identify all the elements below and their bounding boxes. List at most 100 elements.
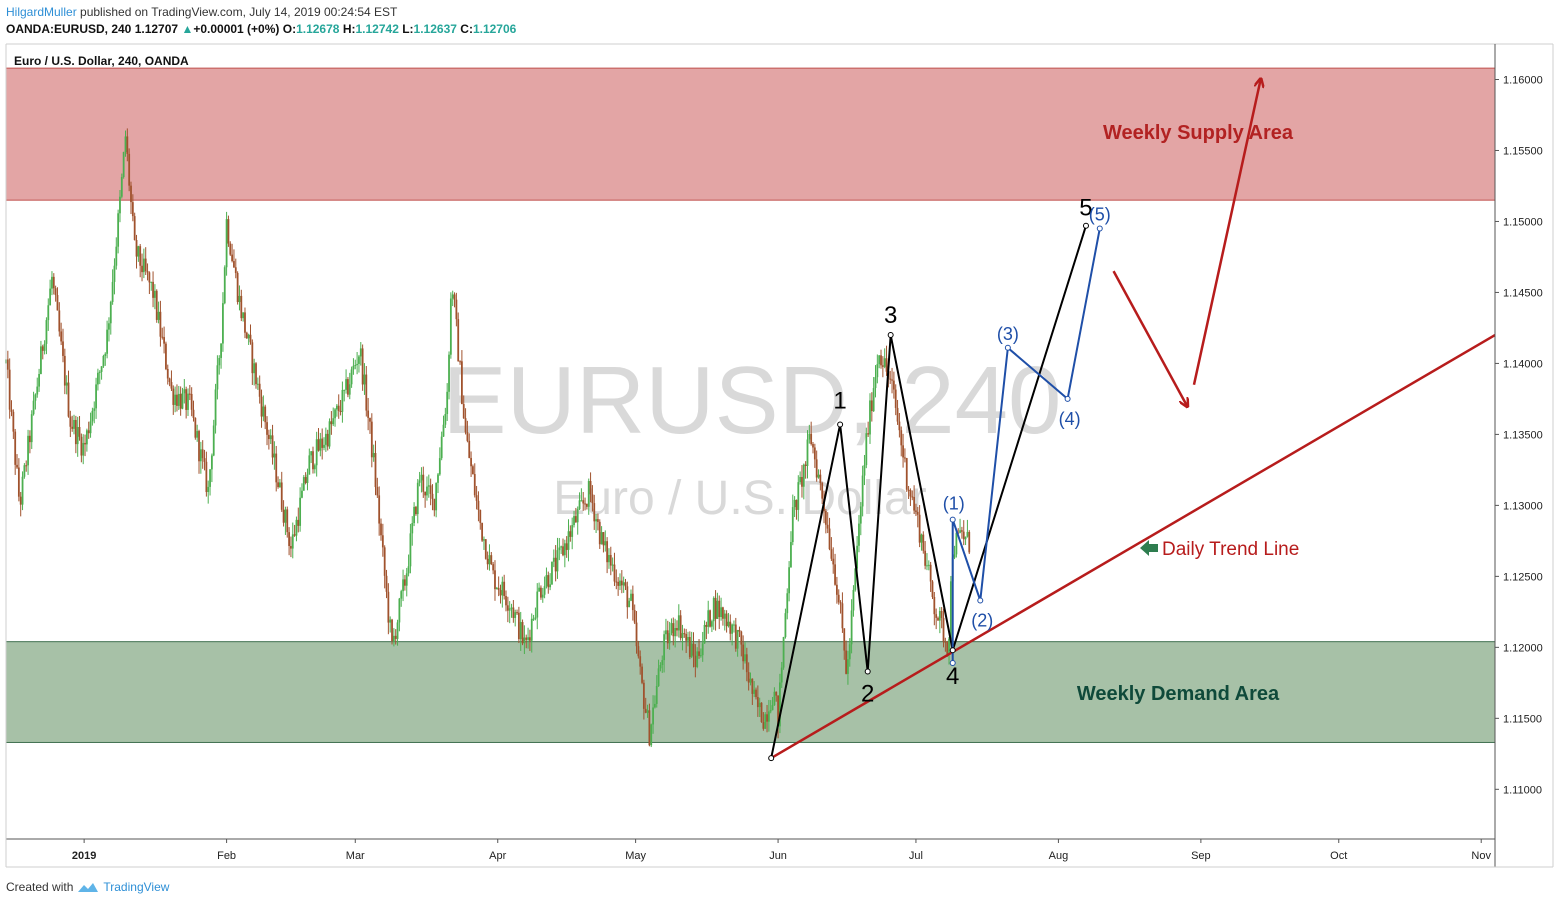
candle-body (742, 644, 745, 662)
candle-body (409, 533, 412, 567)
candle-body (128, 153, 131, 186)
candle-body (738, 629, 741, 632)
candle-body (521, 622, 524, 644)
candle-body (486, 558, 489, 565)
candle-body (595, 519, 597, 522)
wave-point (949, 659, 956, 666)
candle-body (374, 452, 377, 488)
primary-wave-label: 2 (861, 680, 874, 707)
candle-body (466, 432, 469, 441)
candle-body (630, 593, 632, 601)
candle-body (915, 510, 917, 512)
primary-wave-label: 4 (946, 663, 959, 690)
candle-body (378, 495, 381, 524)
author-link[interactable]: HilgardMuller (6, 5, 77, 19)
candle-body (214, 389, 217, 426)
candle-body (49, 288, 52, 306)
candle-body (385, 575, 388, 592)
candle-body (23, 465, 26, 477)
candle-body (210, 455, 213, 470)
candle-body (255, 363, 257, 385)
candle-body (8, 369, 11, 410)
secondary-wave-line (951, 228, 1101, 663)
candle-body (793, 499, 796, 508)
candle-body (407, 566, 410, 574)
candle-body (573, 516, 575, 526)
candle-body (828, 528, 831, 550)
candle-body (935, 614, 938, 618)
candle-body (348, 384, 351, 395)
candle-body (256, 383, 259, 385)
candle-body (142, 258, 145, 273)
y-tick-label: 1.16000 (1503, 74, 1543, 86)
candle-body (543, 586, 546, 595)
y-axis[interactable]: 1.16000 1.15500 1.15000 1.14500 1.14000 1.135… (1495, 74, 1543, 796)
tradingview-brand[interactable]: TradingView (103, 880, 170, 894)
candle-body (804, 464, 807, 466)
candle-body (100, 366, 103, 372)
candle-body (391, 619, 393, 641)
candle-body (190, 393, 193, 410)
candle-body (926, 565, 928, 567)
candle-body (876, 364, 879, 378)
candle-body (962, 531, 965, 540)
low-value: 1.12637 (413, 22, 457, 36)
candle-body (14, 431, 17, 465)
candle-body (966, 531, 969, 537)
candle-body (451, 294, 454, 299)
candle-body (411, 523, 414, 534)
candle-body (201, 449, 204, 459)
candle-body (911, 496, 914, 498)
candle-body (907, 489, 910, 491)
candle-body (694, 655, 697, 667)
candle-body (21, 476, 24, 505)
projection-up-arrow (1192, 79, 1261, 385)
candle-body (222, 303, 224, 344)
candle-body (734, 624, 737, 649)
candle-body (271, 435, 274, 458)
candle-body (449, 298, 452, 355)
candle-body (413, 506, 415, 524)
candle-body (620, 580, 623, 586)
candle-body (529, 637, 531, 641)
candle-body (725, 613, 728, 627)
candle-body (181, 393, 184, 409)
candle-body (80, 436, 83, 456)
candle-body (299, 497, 302, 526)
candle-body (587, 480, 590, 507)
candle-body (301, 490, 303, 498)
candle-body (802, 464, 805, 487)
candle-body (585, 503, 588, 507)
candle-body (870, 400, 873, 412)
candle-body (710, 621, 713, 627)
candle-body (815, 459, 818, 478)
candle-body (854, 568, 857, 590)
x-axis[interactable]: 2019 Feb Mar Apr May Jun Jul Aug Sep Oct Nov (72, 839, 1492, 862)
candle-body (102, 356, 105, 367)
candle-body (808, 433, 811, 440)
candle-body (177, 393, 180, 406)
candle-body (946, 642, 949, 654)
candle-body (376, 487, 379, 496)
candle-body (315, 439, 318, 466)
y-tick-label: 1.12000 (1503, 642, 1543, 654)
candle-body (665, 630, 667, 635)
candle-body (756, 697, 759, 708)
candle-body (782, 637, 785, 668)
candle-body (203, 458, 206, 462)
candle-body (74, 419, 77, 445)
candle-body (192, 409, 195, 418)
candle-body (707, 610, 710, 627)
candle-body (187, 393, 189, 410)
candle-body (350, 369, 353, 385)
candle-body (233, 261, 235, 268)
candle-body (931, 581, 934, 597)
candle-body (455, 299, 458, 320)
candle-body (277, 482, 279, 488)
candle-body (481, 522, 484, 541)
candle-body (766, 714, 768, 722)
candle-body (843, 628, 846, 651)
candle-body (56, 295, 59, 311)
